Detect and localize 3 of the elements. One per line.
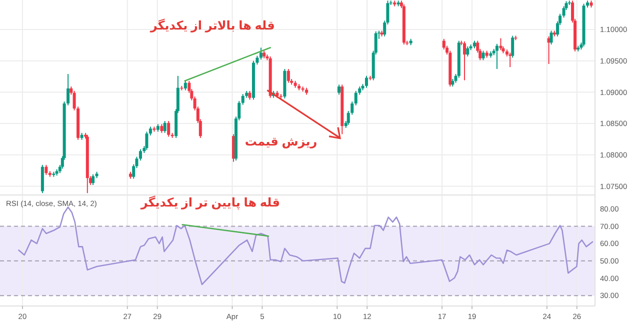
annotation: قله ها بالاتر از یکدیگر [149, 18, 275, 33]
annotation: ریزش قیمت [244, 134, 318, 148]
annotation: قله ها پایین تر از یکدیگر [140, 196, 280, 210]
